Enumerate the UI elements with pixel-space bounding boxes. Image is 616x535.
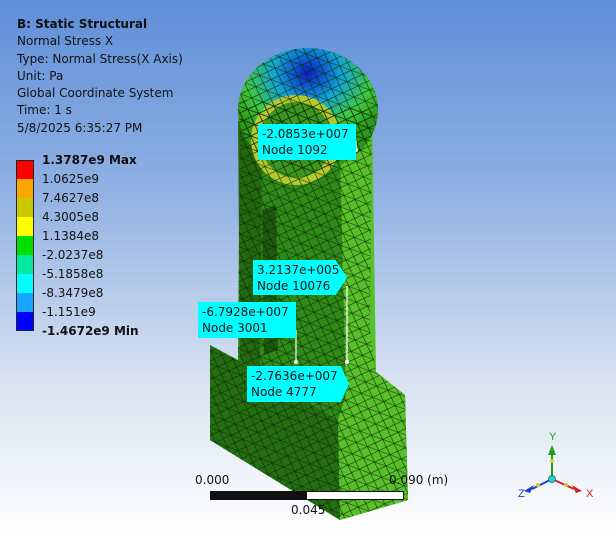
analysis-title: B: Static Structural bbox=[17, 17, 148, 31]
probe-value: -2.0853e+007 bbox=[262, 127, 349, 141]
probe-value: -6.7928e+007 bbox=[202, 305, 289, 319]
result-name: Normal Stress X bbox=[17, 34, 114, 49]
legend-swatch bbox=[16, 255, 34, 274]
probe-node: Node 3001 bbox=[202, 321, 268, 335]
triad-z-label: Z bbox=[518, 488, 525, 500]
connecting-rod-mesh bbox=[210, 48, 408, 520]
scale-bar-right-label: 0.090 (m) bbox=[389, 473, 449, 487]
legend-swatch bbox=[16, 179, 34, 198]
legend-label: 7.4627e8 bbox=[42, 191, 100, 205]
legend-swatch bbox=[16, 217, 34, 236]
legend-label: -1.151e9 bbox=[42, 305, 96, 319]
probe-label[interactable]: -6.7928e+007 Node 3001 bbox=[198, 302, 296, 338]
result-time: Time: 1 s bbox=[17, 103, 72, 118]
probe-node: Node 4777 bbox=[251, 385, 317, 399]
legend-label: -8.3479e8 bbox=[42, 286, 104, 300]
probe-label[interactable]: -2.7636e+007 Node 4777 bbox=[247, 366, 349, 402]
legend-label: -5.1858e8 bbox=[42, 267, 104, 281]
legend-swatch bbox=[16, 160, 34, 179]
probe-node: Node 1092 bbox=[262, 143, 328, 157]
coordinate-system: Global Coordinate System bbox=[17, 86, 174, 101]
legend-min-label: -1.4672e9 Min bbox=[42, 324, 139, 338]
legend-swatch bbox=[16, 236, 34, 255]
legend-label: 1.0625e9 bbox=[42, 172, 100, 186]
scale-bar-left-label: 0.000 bbox=[195, 473, 230, 487]
triad-x-label: X bbox=[586, 488, 594, 500]
scale-bar-mid-label: 0.045 bbox=[291, 503, 326, 517]
probe-label[interactable]: -2.0853e+007 Node 1092 bbox=[258, 124, 356, 160]
probe-node: Node 10076 bbox=[257, 279, 331, 293]
legend-max-label: 1.3787e9 Max bbox=[42, 153, 137, 167]
result-timestamp: 5/8/2025 6:35:27 PM bbox=[17, 120, 143, 135]
probe-value: 3.2137e+005 bbox=[257, 263, 340, 277]
coordinate-triad[interactable]: Y X Z bbox=[512, 425, 602, 505]
legend-label: 1.1384e8 bbox=[42, 229, 100, 243]
legend-swatch bbox=[16, 198, 34, 217]
legend-swatch bbox=[16, 293, 34, 312]
legend-swatch bbox=[16, 274, 34, 293]
probe-value: -2.7636e+007 bbox=[251, 369, 338, 383]
result-unit: Unit: Pa bbox=[17, 68, 64, 83]
result-type: Type: Normal Stress(X Axis) bbox=[17, 51, 183, 66]
triad-y-label: Y bbox=[549, 431, 557, 443]
scale-bar bbox=[210, 491, 404, 500]
legend-swatch bbox=[16, 312, 34, 331]
legend-label: 4.3005e8 bbox=[42, 210, 100, 224]
legend-label: -2.0237e8 bbox=[42, 248, 104, 262]
probe-label[interactable]: 3.2137e+005 Node 10076 bbox=[253, 260, 347, 295]
result-info: B: Static Structural Normal Stress X Typ… bbox=[17, 16, 183, 137]
